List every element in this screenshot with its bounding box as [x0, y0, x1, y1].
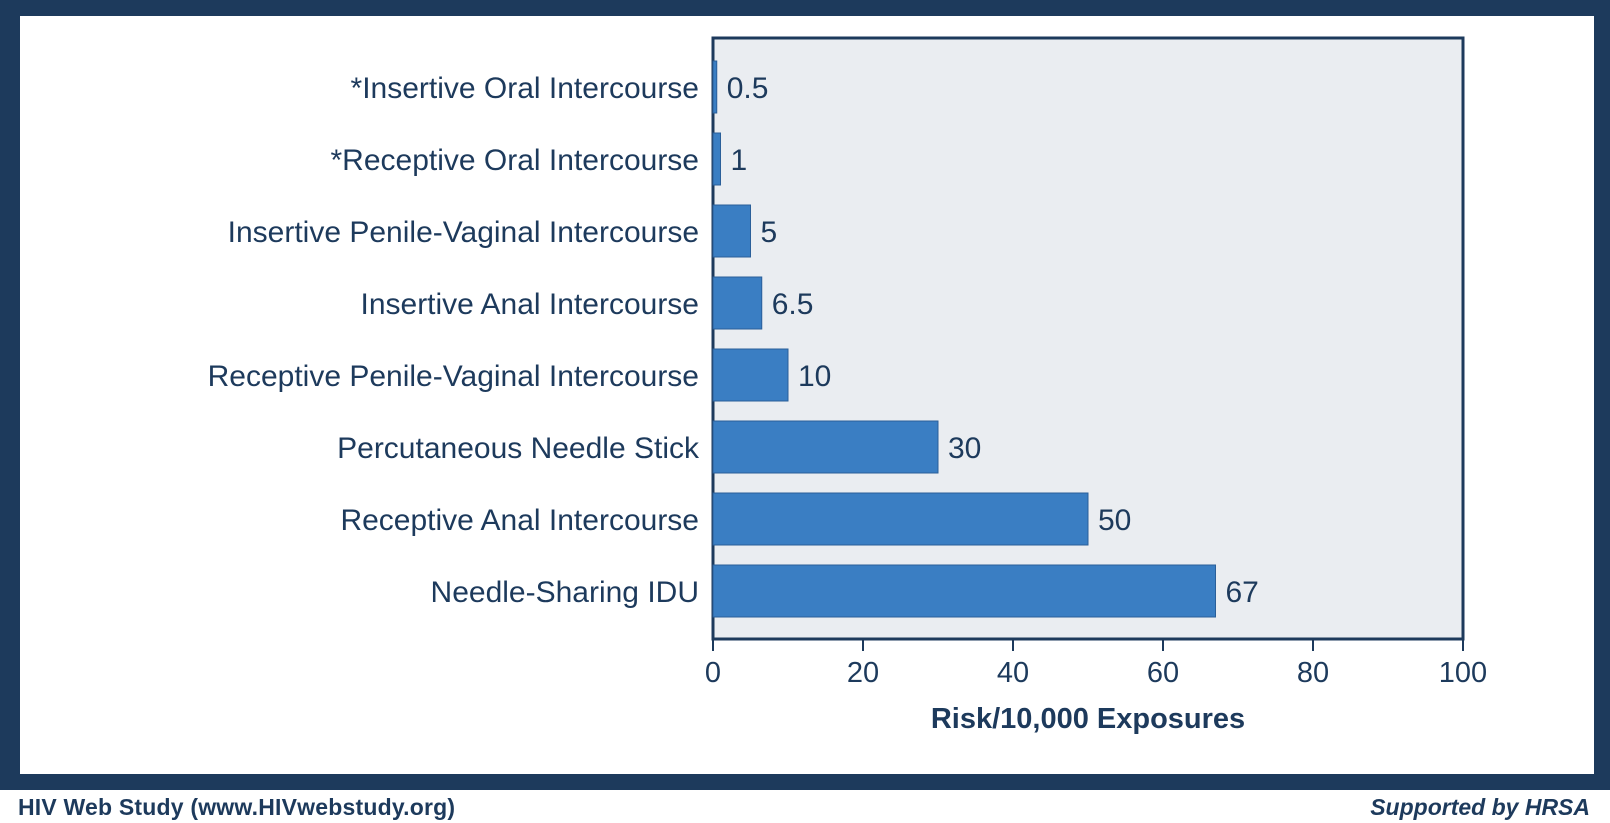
- x-tick-label: 0: [705, 657, 721, 689]
- value-label: 30: [948, 432, 981, 465]
- chart-frame: *Insertive Oral Intercourse 0.5 *Receptive…: [0, 0, 1610, 790]
- x-tick-label: 20: [847, 657, 879, 689]
- category-label: Insertive Anal Intercourse: [360, 288, 699, 321]
- value-label: 10: [798, 360, 831, 393]
- x-tick-label: 100: [1439, 657, 1487, 689]
- category-label: Receptive Anal Intercourse: [340, 504, 699, 537]
- x-tick-label: 60: [1147, 657, 1179, 689]
- value-label: 6.5: [772, 288, 814, 321]
- bar: [712, 60, 718, 114]
- bar: [712, 420, 939, 474]
- category-label: Needle-Sharing IDU: [431, 576, 699, 609]
- category-label: Percutaneous Needle Stick: [337, 432, 700, 465]
- value-label: 0.5: [727, 72, 769, 105]
- bar: [712, 276, 763, 330]
- x-tick-label: 80: [1297, 657, 1329, 689]
- value-label: 1: [731, 144, 748, 177]
- bar: [712, 348, 789, 402]
- bar: [712, 132, 721, 186]
- bar: [712, 492, 1089, 546]
- footer-sponsor-credit: Supported by HRSA: [1370, 794, 1590, 820]
- x-tick-label: 40: [997, 657, 1029, 689]
- chart-panel: *Insertive Oral Intercourse 0.5 *Receptive…: [20, 16, 1594, 774]
- footer: HIV Web Study (www.HIVwebstudy.org) Supp…: [0, 790, 1610, 823]
- category-label: *Insertive Oral Intercourse: [351, 72, 699, 105]
- category-label: Insertive Penile-Vaginal Intercourse: [228, 216, 699, 249]
- value-label: 5: [761, 216, 778, 249]
- value-label: 50: [1098, 504, 1131, 537]
- category-label: Receptive Penile-Vaginal Intercourse: [208, 360, 699, 393]
- value-label: 67: [1226, 576, 1259, 609]
- bar: [712, 564, 1216, 618]
- category-label: *Receptive Oral Intercourse: [331, 144, 700, 177]
- bar-chart: *Insertive Oral Intercourse 0.5 *Receptive…: [208, 36, 1487, 735]
- bar: [712, 204, 751, 258]
- footer-source-credit: HIV Web Study (www.HIVwebstudy.org): [18, 794, 456, 820]
- plot-area: [711, 36, 1465, 641]
- x-axis-title: Risk/10,000 Exposures: [931, 703, 1245, 735]
